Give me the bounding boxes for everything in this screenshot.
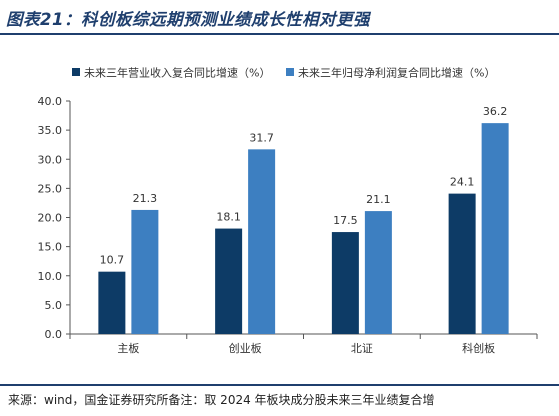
- y-tick-label: 0.0: [45, 328, 63, 341]
- data-label: 36.2: [483, 105, 508, 118]
- bar-profit: [248, 149, 276, 334]
- data-label: 21.1: [366, 193, 391, 206]
- data-label: 24.1: [450, 176, 475, 189]
- y-tick-label: 35.0: [38, 124, 63, 137]
- legend-swatch-1: [72, 68, 80, 76]
- bar-chart: 未来三年营业收入复合同比增速（%） 未来三年归母净利润复合同比增速（%） 0.0 5…: [38, 66, 538, 355]
- legend: 未来三年营业收入复合同比增速（%） 未来三年归母净利润复合同比增速（%）: [72, 66, 495, 80]
- footer-divider: [0, 384, 559, 386]
- x-category-label: 科创板: [462, 341, 495, 355]
- bar-profit: [131, 209, 159, 334]
- x-category-label: 创业板: [229, 341, 262, 355]
- y-tick-label: 30.0: [38, 153, 63, 166]
- y-tick-label: 20.0: [38, 212, 63, 225]
- bar-profit: [364, 211, 392, 334]
- bar-revenue: [98, 271, 126, 334]
- bar-profit: [481, 123, 509, 334]
- y-tick-label: 5.0: [45, 299, 63, 312]
- bars: [98, 123, 509, 334]
- data-label: 10.7: [100, 254, 125, 267]
- legend-label-1: 未来三年营业收入复合同比增速（%）: [84, 66, 270, 80]
- data-label: 31.7: [249, 131, 274, 144]
- data-label: 17.5: [333, 214, 358, 227]
- y-axis: 0.0 5.0 10.0 15.0 20.0 25.0 30.0 35.0 40.0: [38, 95, 71, 341]
- bar-revenue: [448, 193, 476, 334]
- x-category-label: 主板: [117, 341, 139, 355]
- y-tick-label: 40.0: [38, 95, 63, 108]
- bar-revenue: [215, 228, 243, 334]
- source-note: 来源：wind，国金证券研究所备注：取 2024 年板块成分股未来三年业绩复合增: [8, 393, 435, 407]
- legend-label-2: 未来三年归母净利润复合同比增速（%）: [298, 66, 495, 80]
- chart-title: 图表21：科创板综远期预测业绩成长性相对更强: [6, 10, 370, 29]
- data-labels: 10.7 21.3 18.1 31.7 17.5 21.1 24.1 36.2: [100, 105, 508, 267]
- data-label: 18.1: [216, 211, 241, 224]
- legend-swatch-2: [286, 68, 294, 76]
- y-tick-label: 10.0: [38, 270, 63, 283]
- data-label: 21.3: [133, 192, 158, 205]
- y-tick-label: 15.0: [38, 241, 63, 254]
- x-axis: 主板 创业板 北证 科创板: [69, 333, 538, 355]
- y-tick-label: 25.0: [38, 182, 63, 195]
- x-category-label: 北证: [351, 342, 373, 355]
- title-divider: [0, 33, 559, 35]
- bar-revenue: [331, 232, 359, 334]
